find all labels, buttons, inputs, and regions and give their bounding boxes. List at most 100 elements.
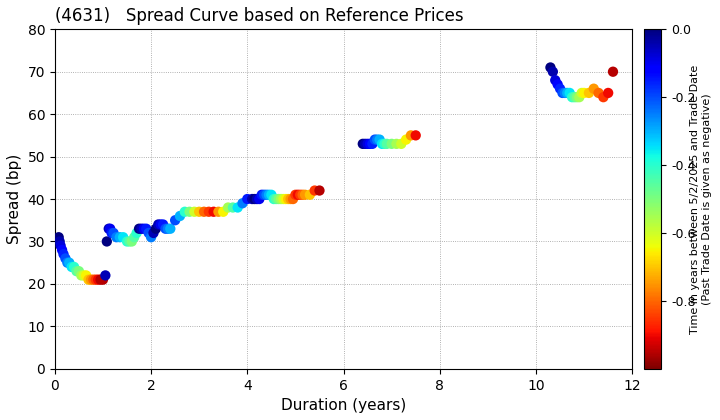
Point: [148, 230, 159, 236]
Point: [99, 272, 111, 279]
Point: [381, 141, 392, 147]
Point: [68, 264, 80, 270]
Point: [208, 208, 220, 215]
Point: [294, 192, 306, 198]
Point: [145, 234, 157, 241]
Point: [155, 221, 166, 228]
Point: [557, 89, 568, 96]
Point: [106, 230, 117, 236]
Point: [246, 196, 258, 202]
Point: [169, 217, 181, 223]
Point: [158, 221, 169, 228]
Point: [386, 141, 397, 147]
Point: [60, 255, 71, 262]
Point: [544, 64, 556, 71]
Point: [133, 226, 145, 232]
Point: [62, 259, 73, 266]
Point: [571, 94, 582, 100]
Point: [285, 196, 297, 202]
Point: [174, 213, 186, 219]
Point: [256, 192, 268, 198]
Point: [249, 196, 261, 202]
Y-axis label: Spread (bp): Spread (bp): [7, 154, 22, 244]
Point: [258, 192, 270, 198]
Point: [227, 204, 238, 211]
Point: [184, 208, 195, 215]
Point: [287, 196, 299, 202]
Point: [92, 276, 104, 283]
Point: [593, 89, 604, 96]
Point: [160, 226, 171, 232]
Point: [165, 226, 176, 232]
Point: [71, 268, 82, 275]
Point: [97, 276, 109, 283]
Point: [364, 141, 376, 147]
Point: [598, 94, 609, 100]
Point: [241, 196, 253, 202]
Point: [574, 94, 585, 100]
Point: [405, 132, 417, 139]
Point: [138, 226, 150, 232]
Point: [554, 85, 566, 92]
Point: [81, 272, 92, 279]
Point: [374, 136, 385, 143]
Point: [549, 77, 561, 84]
Point: [222, 204, 234, 211]
Point: [108, 230, 120, 236]
Point: [153, 221, 164, 228]
Point: [237, 200, 248, 207]
Point: [395, 141, 407, 147]
Point: [150, 226, 162, 232]
Point: [559, 89, 571, 96]
Point: [297, 192, 308, 198]
Point: [58, 251, 69, 257]
Point: [562, 89, 573, 96]
Point: [121, 238, 132, 245]
Point: [607, 68, 618, 75]
Point: [55, 242, 66, 249]
Point: [83, 276, 94, 283]
Point: [66, 264, 78, 270]
Point: [117, 234, 129, 241]
Point: [300, 192, 311, 198]
Point: [56, 247, 68, 253]
Point: [314, 187, 325, 194]
Point: [369, 136, 381, 143]
Point: [292, 192, 304, 198]
Point: [88, 276, 99, 283]
Point: [588, 85, 600, 92]
Point: [266, 192, 277, 198]
Point: [189, 208, 200, 215]
Point: [372, 136, 383, 143]
Point: [578, 89, 590, 96]
Point: [400, 136, 412, 143]
Point: [251, 196, 263, 202]
Point: [567, 94, 578, 100]
Point: [111, 234, 122, 241]
Point: [552, 81, 564, 88]
Point: [212, 208, 224, 215]
Point: [203, 208, 215, 215]
Point: [280, 196, 292, 202]
Point: [253, 196, 265, 202]
Point: [569, 94, 580, 100]
Point: [128, 234, 140, 241]
Point: [179, 208, 191, 215]
Point: [275, 196, 287, 202]
Point: [90, 276, 102, 283]
Point: [357, 141, 369, 147]
Point: [217, 208, 229, 215]
Text: (4631)   Spread Curve based on Reference Prices: (4631) Spread Curve based on Reference P…: [55, 7, 464, 25]
Point: [391, 141, 402, 147]
Point: [131, 230, 143, 236]
Point: [379, 141, 390, 147]
Point: [54, 238, 66, 245]
Point: [78, 272, 89, 279]
Point: [268, 196, 279, 202]
Point: [282, 196, 294, 202]
Point: [273, 196, 284, 202]
Point: [103, 226, 114, 232]
Point: [583, 89, 595, 96]
Point: [271, 196, 282, 202]
Point: [135, 226, 147, 232]
